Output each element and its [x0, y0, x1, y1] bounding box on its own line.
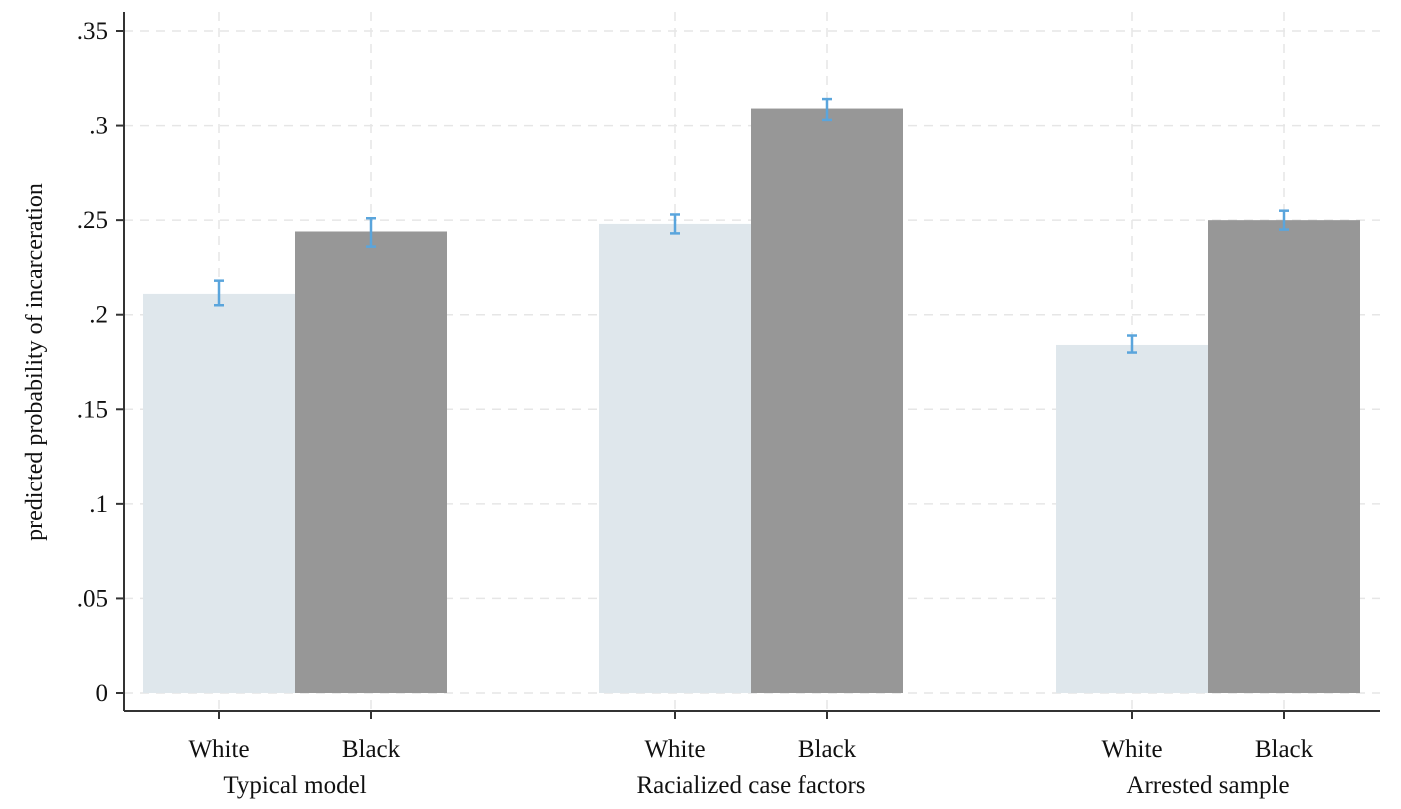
y-tick-label: .3 [89, 113, 108, 140]
error-bar [1127, 334, 1137, 354]
labels: 0 .05 .1 .15 .2 .25 .3 .35 White Black Typical mod… [22, 18, 1314, 799]
bar-white [599, 223, 751, 693]
error-bars [214, 97, 1289, 354]
y-tick-label: .05 [77, 585, 108, 612]
y-tick-label: .15 [77, 396, 108, 423]
bar-black [1208, 220, 1360, 693]
x-tick-label: Black [342, 736, 401, 763]
y-tick-label: 0 [96, 680, 109, 707]
error-bar [366, 217, 376, 248]
error-bar [1279, 209, 1289, 231]
error-bar [214, 279, 224, 307]
x-tick-label: Black [1255, 736, 1314, 763]
error-bar [670, 213, 680, 235]
x-tick-label: Black [798, 736, 857, 763]
group-label: Racialized case factors [636, 772, 865, 799]
x-tick-label: White [1101, 736, 1162, 763]
error-bar [822, 97, 832, 122]
y-tick-label: .25 [77, 207, 108, 234]
axes [116, 12, 1380, 719]
x-tick-label: White [188, 736, 249, 763]
y-tick-label: .1 [89, 491, 108, 518]
bar-white [1056, 344, 1208, 693]
y-tick-label: .35 [77, 18, 108, 45]
bar-black [751, 108, 903, 693]
bar-black [295, 231, 447, 693]
bars [143, 108, 1360, 693]
y-tick-label: .2 [89, 302, 108, 329]
group-label: Typical model [223, 772, 366, 799]
x-tick-label: White [644, 736, 705, 763]
y-axis-title: predicted probability of incarceration [22, 183, 48, 541]
group-label: Arrested sample [1126, 772, 1289, 799]
bar-white [143, 293, 295, 693]
